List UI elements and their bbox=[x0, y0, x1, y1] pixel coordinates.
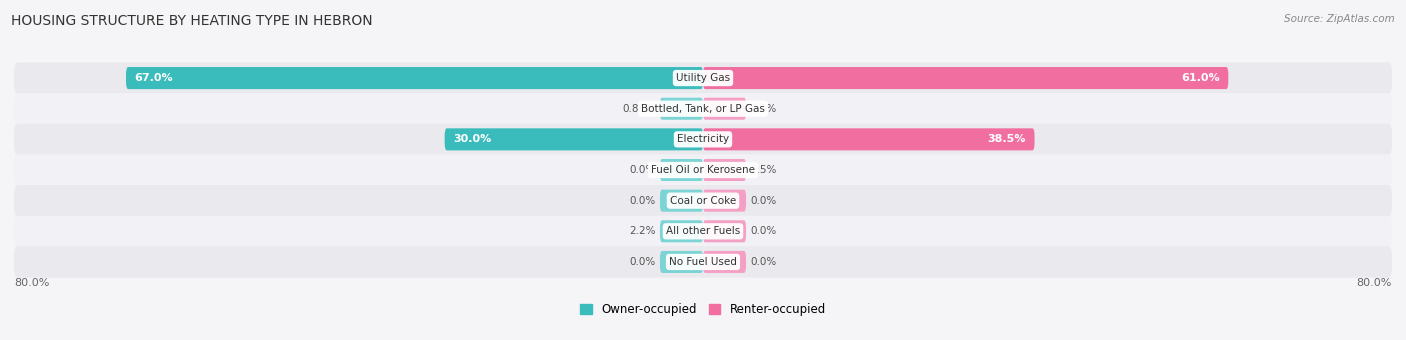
FancyBboxPatch shape bbox=[14, 216, 1392, 247]
Text: HOUSING STRUCTURE BY HEATING TYPE IN HEBRON: HOUSING STRUCTURE BY HEATING TYPE IN HEB… bbox=[11, 14, 373, 28]
FancyBboxPatch shape bbox=[14, 154, 1392, 186]
Legend: Owner-occupied, Renter-occupied: Owner-occupied, Renter-occupied bbox=[575, 298, 831, 321]
Text: Source: ZipAtlas.com: Source: ZipAtlas.com bbox=[1284, 14, 1395, 23]
FancyBboxPatch shape bbox=[14, 246, 1392, 277]
FancyBboxPatch shape bbox=[14, 185, 1392, 216]
FancyBboxPatch shape bbox=[703, 128, 1035, 150]
FancyBboxPatch shape bbox=[703, 67, 1229, 89]
Text: 67.0%: 67.0% bbox=[135, 73, 173, 83]
Text: Electricity: Electricity bbox=[676, 134, 730, 144]
Text: Bottled, Tank, or LP Gas: Bottled, Tank, or LP Gas bbox=[641, 104, 765, 114]
Text: 0.0%: 0.0% bbox=[751, 104, 776, 114]
Text: 2.2%: 2.2% bbox=[628, 226, 655, 236]
FancyBboxPatch shape bbox=[703, 220, 747, 242]
FancyBboxPatch shape bbox=[703, 251, 747, 273]
Text: 80.0%: 80.0% bbox=[14, 278, 49, 288]
Text: Coal or Coke: Coal or Coke bbox=[669, 195, 737, 206]
Text: 0.0%: 0.0% bbox=[630, 195, 655, 206]
Text: No Fuel Used: No Fuel Used bbox=[669, 257, 737, 267]
FancyBboxPatch shape bbox=[659, 190, 703, 212]
Text: 61.0%: 61.0% bbox=[1181, 73, 1219, 83]
FancyBboxPatch shape bbox=[703, 190, 747, 212]
FancyBboxPatch shape bbox=[14, 63, 1392, 94]
Text: 0.5%: 0.5% bbox=[751, 165, 776, 175]
Text: 80.0%: 80.0% bbox=[1357, 278, 1392, 288]
FancyBboxPatch shape bbox=[14, 93, 1392, 124]
Text: 0.0%: 0.0% bbox=[751, 195, 776, 206]
FancyBboxPatch shape bbox=[659, 159, 703, 181]
FancyBboxPatch shape bbox=[14, 124, 1392, 155]
Text: 0.86%: 0.86% bbox=[623, 104, 655, 114]
Text: All other Fuels: All other Fuels bbox=[666, 226, 740, 236]
Text: Fuel Oil or Kerosene: Fuel Oil or Kerosene bbox=[651, 165, 755, 175]
FancyBboxPatch shape bbox=[444, 128, 703, 150]
Text: 0.0%: 0.0% bbox=[630, 165, 655, 175]
FancyBboxPatch shape bbox=[659, 98, 703, 120]
Text: 0.0%: 0.0% bbox=[630, 257, 655, 267]
FancyBboxPatch shape bbox=[703, 159, 747, 181]
Text: 0.0%: 0.0% bbox=[751, 226, 776, 236]
FancyBboxPatch shape bbox=[127, 67, 703, 89]
Text: 0.0%: 0.0% bbox=[751, 257, 776, 267]
Text: 38.5%: 38.5% bbox=[987, 134, 1026, 144]
FancyBboxPatch shape bbox=[659, 251, 703, 273]
Text: 30.0%: 30.0% bbox=[453, 134, 492, 144]
Text: Utility Gas: Utility Gas bbox=[676, 73, 730, 83]
FancyBboxPatch shape bbox=[703, 98, 747, 120]
FancyBboxPatch shape bbox=[659, 220, 703, 242]
